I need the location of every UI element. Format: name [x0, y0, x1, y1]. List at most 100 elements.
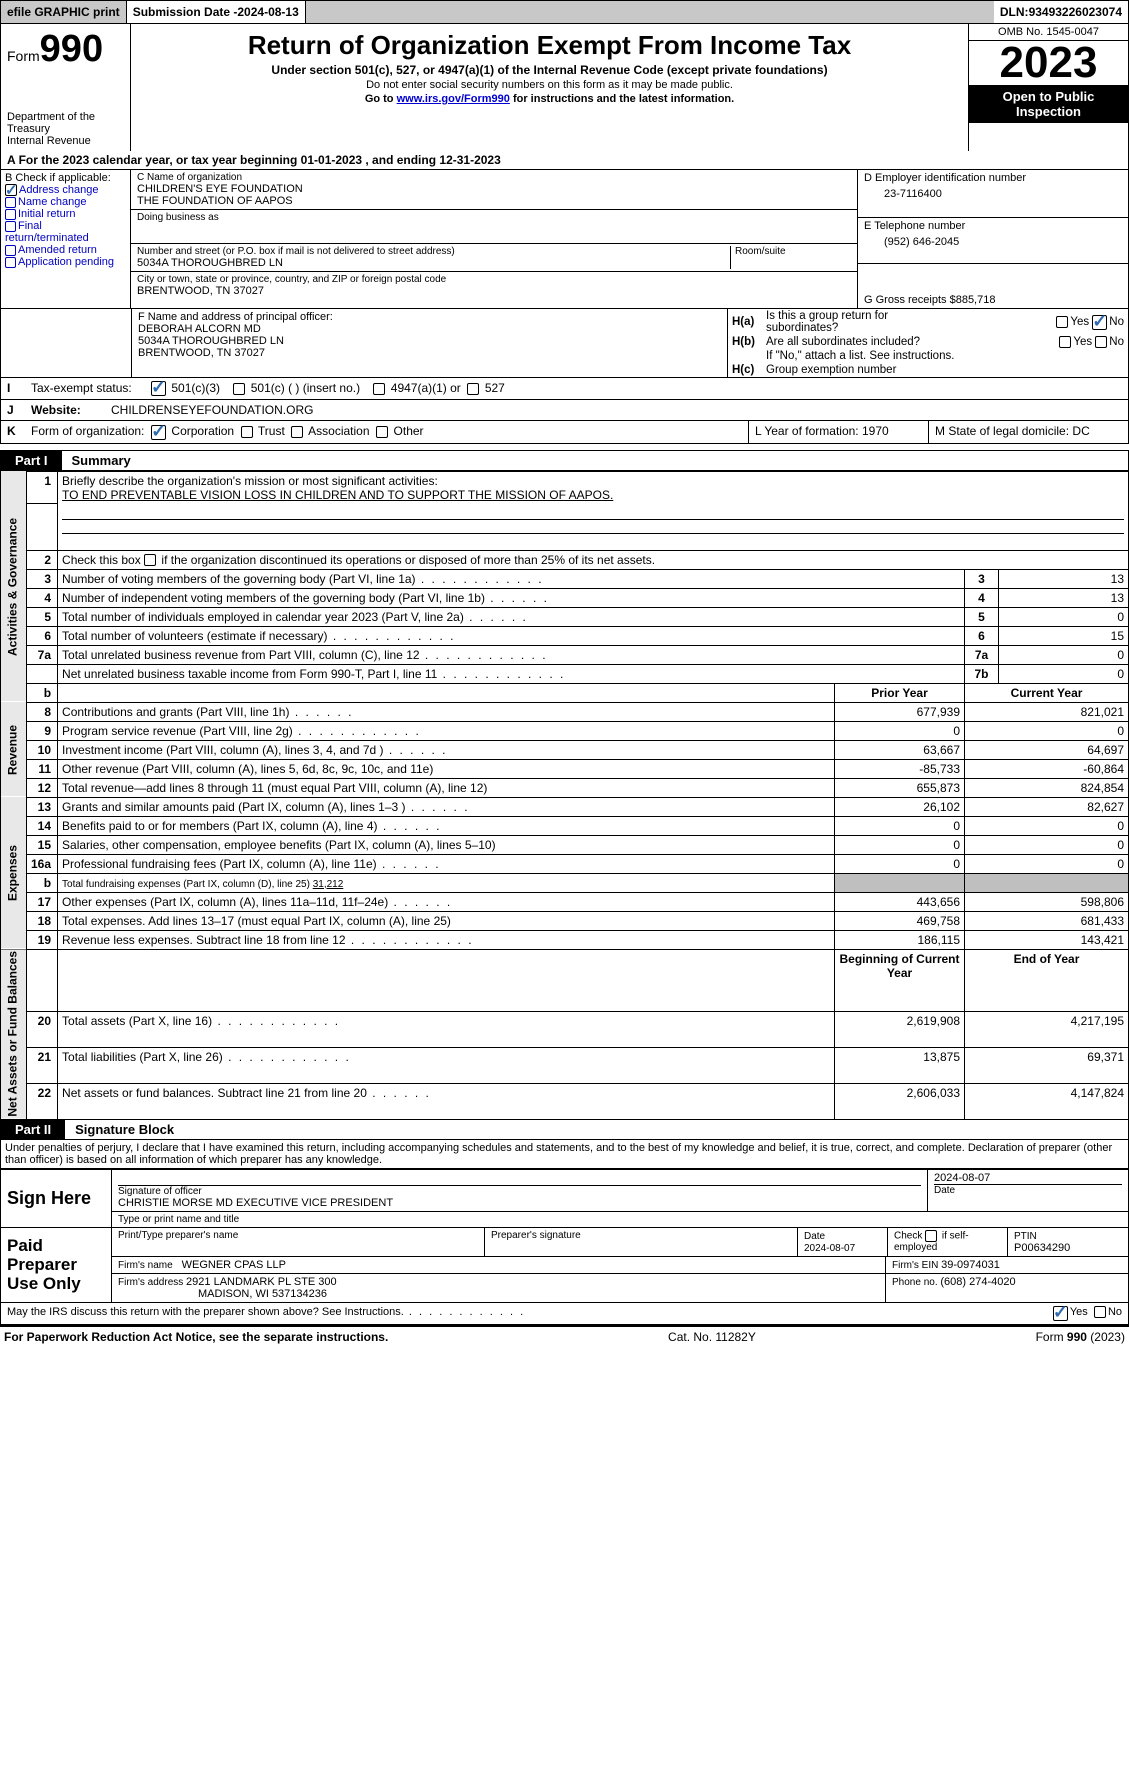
p17: 443,656	[835, 892, 965, 911]
l4-text: Number of independent voting members of …	[62, 591, 549, 605]
part2-header: Part II Signature Block	[0, 1120, 1129, 1140]
website-value: CHILDRENSEYEFOUNDATION.ORG	[105, 400, 1128, 420]
p21: 13,875	[835, 1048, 965, 1084]
irs-link[interactable]: www.irs.gov/Form990	[397, 93, 510, 105]
501c3-check[interactable]	[151, 381, 166, 396]
c10: 64,697	[965, 740, 1129, 759]
ha-no-check[interactable]	[1092, 315, 1107, 330]
form-header: Form990 Department of the Treasury Inter…	[0, 24, 1129, 151]
amended-check[interactable]: Amended return	[5, 244, 126, 256]
addr-change-check[interactable]: Address change	[5, 184, 126, 196]
no-label: No	[1109, 316, 1124, 328]
l8-text: Contributions and grants (Part VIII, lin…	[62, 705, 353, 719]
p14: 0	[835, 816, 965, 835]
sign-here-label: Sign Here	[1, 1170, 111, 1227]
b-label: B Check if applicable:	[5, 172, 126, 184]
l19-text: Revenue less expenses. Subtract line 18 …	[62, 933, 474, 947]
gross-cell: G Gross receipts $ 885,718	[858, 264, 1128, 308]
c9: 0	[965, 721, 1129, 740]
v6: 15	[999, 626, 1129, 645]
checkbox-icon	[5, 221, 16, 232]
p20: 2,619,908	[835, 1012, 965, 1048]
l2-text: if the organization discontinued its ope…	[161, 553, 655, 567]
l17-text: Other expenses (Part IX, column (A), lin…	[62, 895, 452, 909]
self-emp-check[interactable]	[925, 1230, 937, 1242]
k-label: K	[1, 421, 25, 442]
org-name-2: THE FOUNDATION OF AAPOS	[137, 195, 851, 207]
sign-here-row: Sign Here Signature of officer CHRISTIE …	[1, 1170, 1128, 1228]
street-label: Number and street (or P.O. box if mail i…	[137, 246, 726, 257]
c11: -60,864	[965, 759, 1129, 778]
4947-check[interactable]	[373, 383, 385, 395]
corp-check[interactable]	[151, 425, 166, 440]
firm-ein-label: Firm's EIN	[892, 1260, 941, 1271]
ein-value: 23-7116400	[864, 184, 1122, 200]
form-number: Form990	[7, 28, 124, 71]
hb-no-check[interactable]	[1095, 336, 1107, 348]
527-check[interactable]	[467, 383, 479, 395]
j-text: Website:	[25, 400, 105, 420]
gross-label: G Gross receipts $	[864, 294, 956, 306]
header-left: Form990 Department of the Treasury Inter…	[1, 24, 131, 151]
dba-cell: Doing business as	[131, 210, 857, 244]
section-f: F Name and address of principal officer:…	[131, 309, 728, 377]
instructions-note: Go to www.irs.gov/Form990 for instructio…	[141, 93, 958, 105]
l21-text: Total liabilities (Part X, line 26)	[62, 1050, 351, 1064]
hdr-curr: Current Year	[965, 683, 1129, 702]
v5: 0	[999, 607, 1129, 626]
v7a: 0	[999, 645, 1129, 664]
c21: 69,371	[965, 1048, 1129, 1084]
i-label: I	[1, 378, 25, 399]
p16a: 0	[835, 854, 965, 873]
501c-check[interactable]	[233, 383, 245, 395]
pending-check[interactable]: Application pending	[5, 256, 126, 268]
discuss-no-check[interactable]	[1094, 1306, 1106, 1318]
line-a-taxyear: A For the 2023 calendar year, or tax yea…	[0, 151, 1129, 170]
l2-check[interactable]	[144, 554, 156, 566]
section-h: H(a) Is this a group return for subordin…	[728, 309, 1128, 377]
trust-check[interactable]	[241, 426, 253, 438]
name-change-label: Name change	[18, 196, 87, 208]
paid-label: Paid Preparer Use Only	[1, 1228, 111, 1302]
name-change-check[interactable]: Name change	[5, 196, 126, 208]
trust-label: Trust	[258, 424, 285, 438]
p11: -85,733	[835, 759, 965, 778]
part2-title: Signature Block	[65, 1120, 184, 1139]
top-bar: efile GRAPHIC print Submission Date - 20…	[0, 0, 1129, 24]
public-inspection: Open to Public Inspection	[969, 85, 1128, 123]
officer-name: DEBORAH ALCORN MD	[138, 323, 721, 335]
l12-text: Total revenue—add lines 8 through 11 (mu…	[58, 778, 835, 797]
c20: 4,217,195	[965, 1012, 1129, 1048]
l5-text: Total number of individuals employed in …	[62, 610, 528, 624]
type-name-label: Type or print name and title	[112, 1212, 1128, 1227]
dba-label: Doing business as	[137, 212, 851, 223]
c13: 82,627	[965, 797, 1129, 816]
org-name-1: CHILDREN'S EYE FOUNDATION	[137, 183, 851, 195]
l16b-text: Total fundraising expenses (Part IX, col…	[62, 879, 313, 890]
hb-label: Are all subordinates included?	[766, 336, 946, 348]
ptin-label: PTIN	[1014, 1231, 1037, 1242]
submission-date: Submission Date - 2024-08-13	[127, 1, 306, 23]
corp-label: Corporation	[171, 424, 234, 438]
ha-yes-check[interactable]	[1056, 316, 1068, 328]
l22-text: Net assets or fund balances. Subtract li…	[62, 1086, 431, 1100]
org-name-cell: C Name of organization CHILDREN'S EYE FO…	[131, 170, 857, 210]
p9: 0	[835, 721, 965, 740]
prep-sig-label: Preparer's signature	[485, 1228, 798, 1256]
goto-pre: Go to	[365, 93, 397, 105]
fh-spacer	[1, 309, 131, 377]
signature-block: Sign Here Signature of officer CHRISTIE …	[0, 1168, 1129, 1325]
assoc-check[interactable]	[291, 426, 303, 438]
c16a: 0	[965, 854, 1129, 873]
sig-date2: 2024-08-07	[804, 1243, 855, 1254]
tax-year: 2023	[969, 41, 1128, 85]
hb-yes-check[interactable]	[1059, 336, 1071, 348]
final-check[interactable]: Final return/terminated	[5, 220, 126, 244]
p15: 0	[835, 835, 965, 854]
other-check[interactable]	[376, 426, 388, 438]
date-label: Date	[934, 1185, 1122, 1196]
org-name-label: C Name of organization	[137, 172, 851, 183]
discuss-yes-check[interactable]	[1053, 1306, 1068, 1321]
initial-check[interactable]: Initial return	[5, 208, 126, 220]
yes-label: Yes	[1070, 1306, 1088, 1321]
